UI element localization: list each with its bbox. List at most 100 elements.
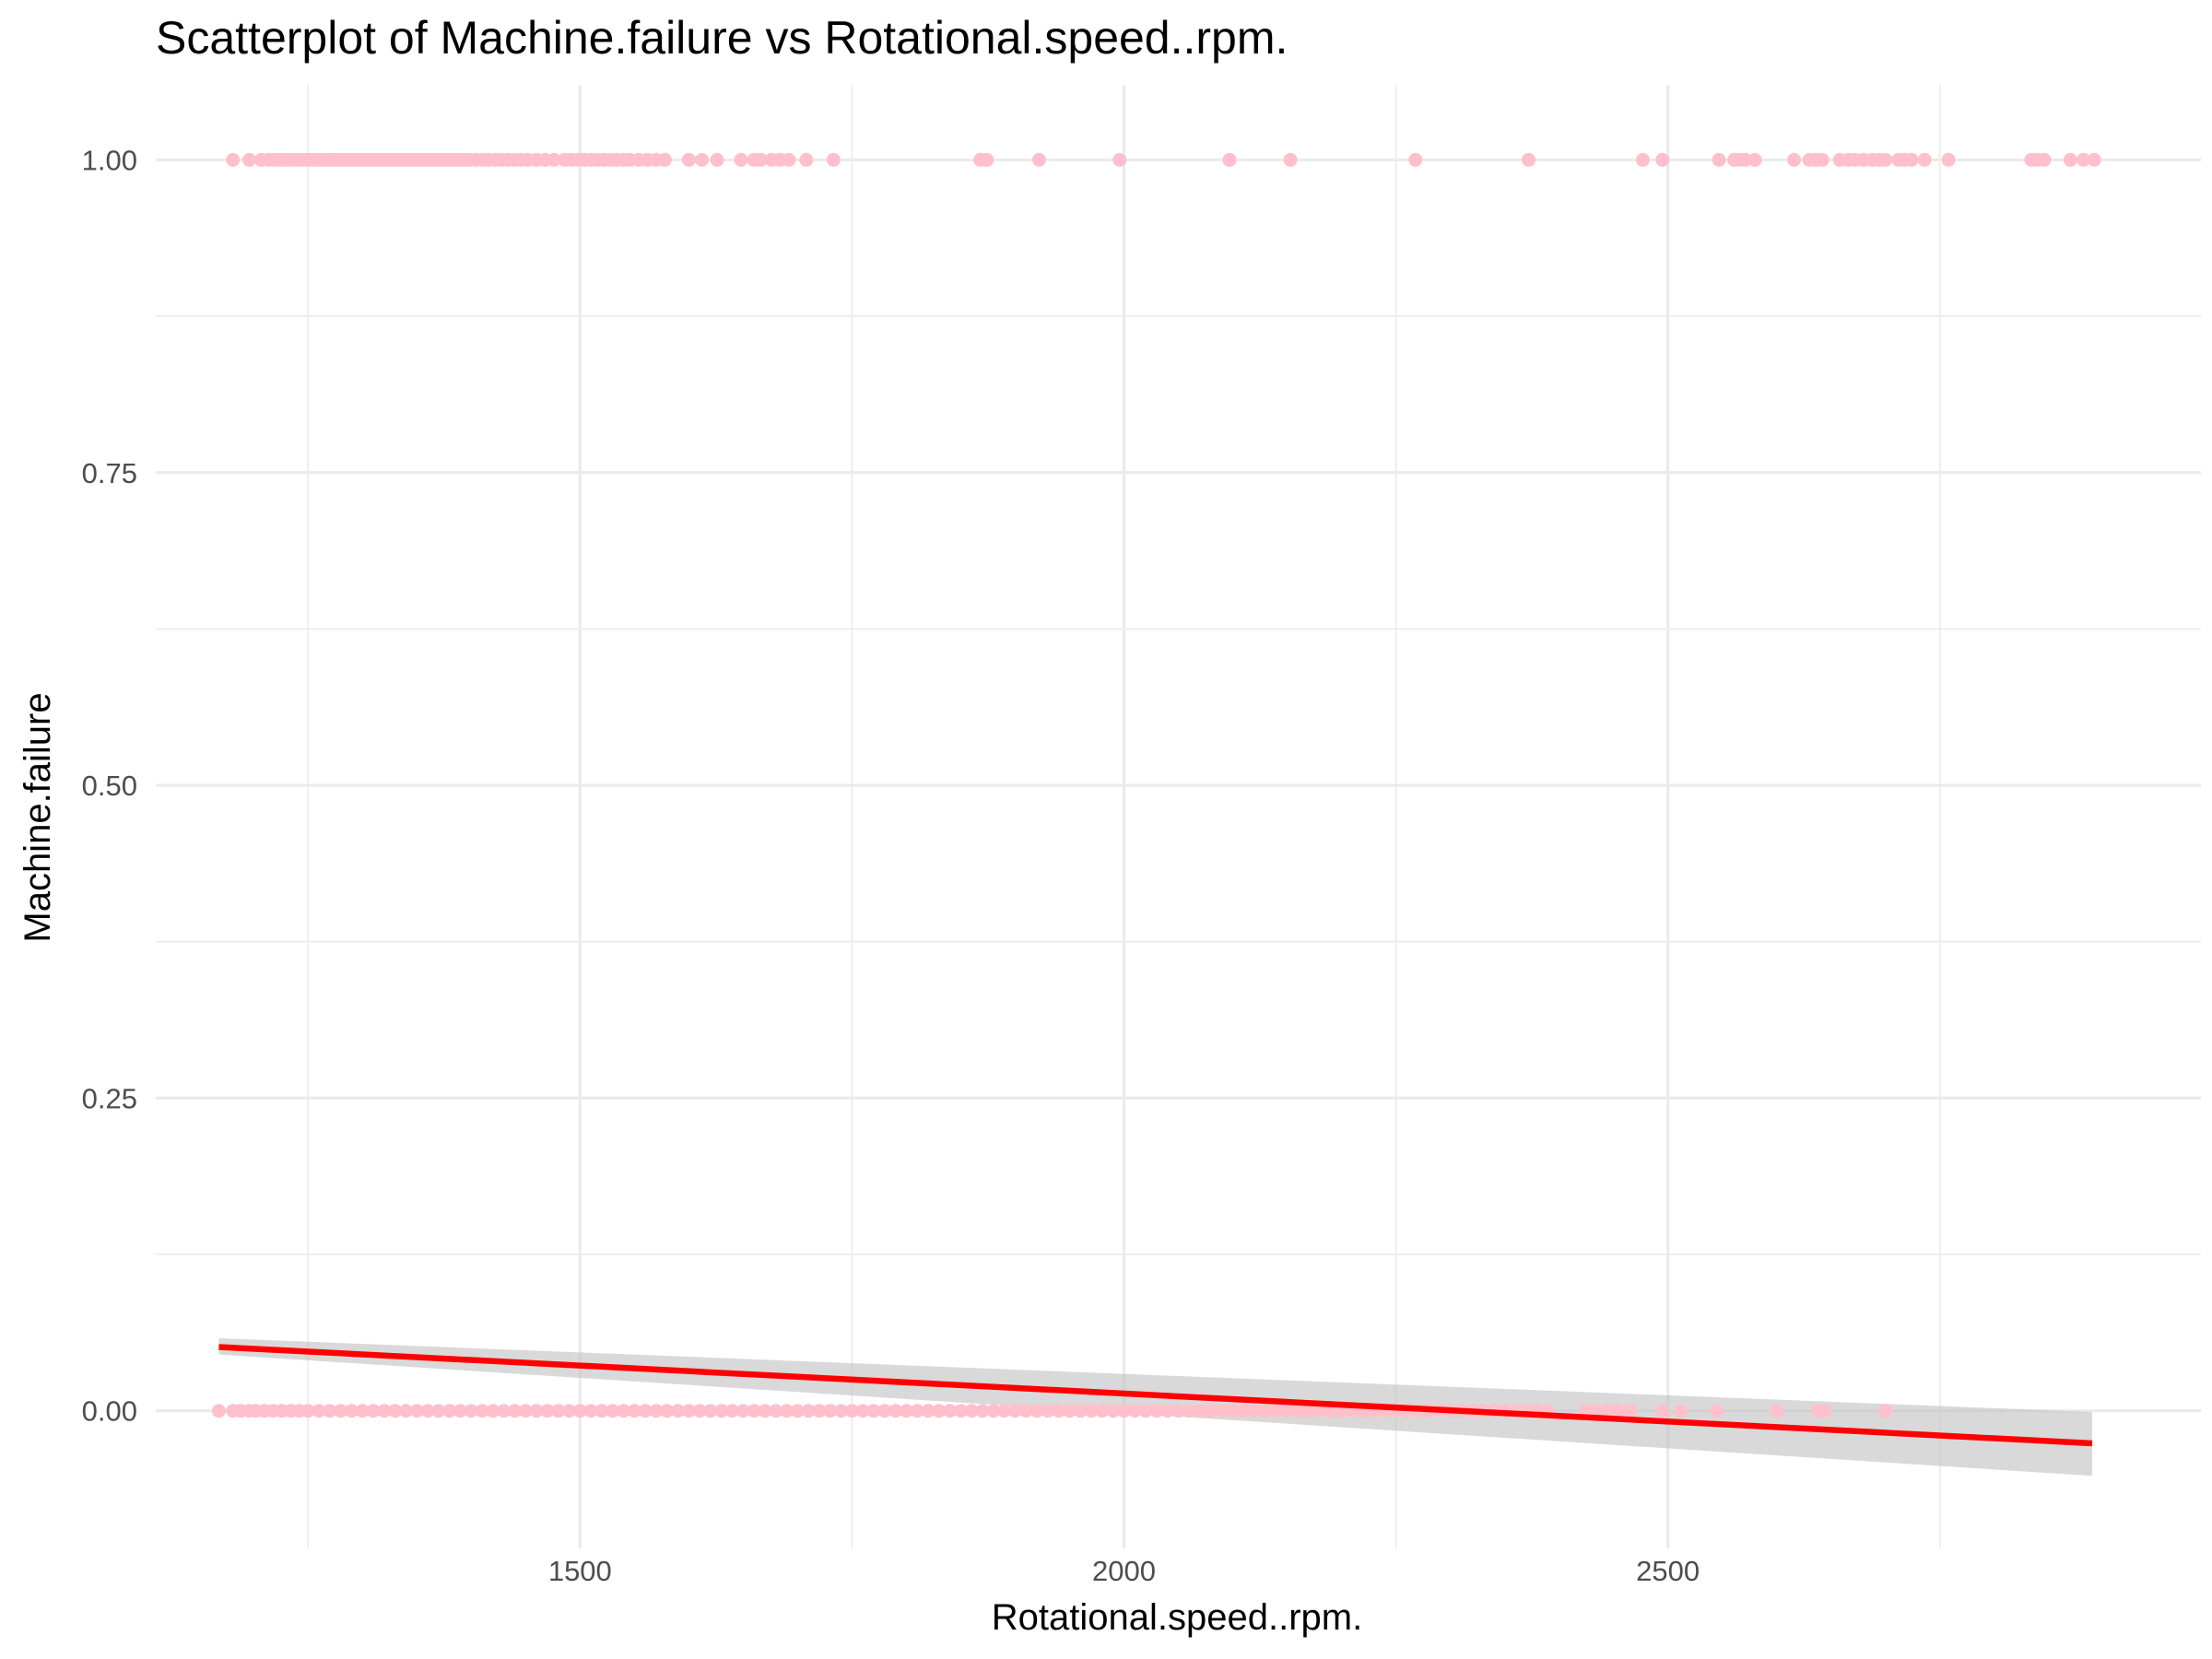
data-point (834, 1404, 849, 1418)
fit-line (218, 1344, 2093, 1447)
data-point (747, 1404, 761, 1418)
data-point (1127, 1404, 1142, 1418)
data-point (464, 1404, 478, 1418)
data-point (1171, 1404, 1185, 1418)
data-point (1312, 1404, 1327, 1418)
data-point (323, 1404, 337, 1418)
data-point (1283, 152, 1298, 167)
data-point (1084, 1404, 1099, 1418)
data-point (2087, 152, 2101, 167)
data-point (529, 1404, 544, 1418)
data-point (1601, 1404, 1616, 1418)
data-point (226, 152, 241, 167)
data-point (1787, 152, 1802, 167)
data-point (888, 1404, 903, 1418)
data-point (638, 1404, 653, 1418)
data-point (1747, 152, 1762, 167)
y-tick-label: 0.75 (82, 457, 137, 489)
data-point (211, 1404, 226, 1418)
data-point (1062, 1404, 1077, 1418)
data-point (1737, 152, 1752, 167)
data-point (735, 1404, 750, 1418)
data-point (2077, 152, 2091, 167)
data-point (734, 152, 748, 167)
data-point (1878, 1404, 1893, 1418)
data-point (801, 1404, 816, 1418)
data-point (1226, 1404, 1241, 1418)
data-point (753, 152, 768, 167)
data-point (975, 1404, 990, 1418)
data-point (782, 152, 796, 167)
y-tick-label: 0.50 (82, 770, 137, 802)
data-point (572, 1404, 587, 1418)
data-point (710, 152, 724, 167)
data-point (1655, 152, 1670, 167)
data-point (398, 1404, 413, 1418)
major-grid (156, 85, 2201, 1548)
data-point (1635, 152, 1650, 167)
data-point (769, 1404, 783, 1418)
data-point (1590, 1404, 1605, 1418)
data-point (1878, 152, 1893, 167)
data-point (1815, 152, 1830, 167)
data-point (1106, 1404, 1121, 1418)
data-point (334, 1404, 348, 1418)
data-point (758, 1404, 772, 1418)
data-point (1770, 1404, 1784, 1418)
data-point (1030, 1404, 1044, 1418)
data-point (997, 1404, 1012, 1418)
fit-line-layer (218, 1344, 2093, 1447)
data-point (1215, 1404, 1230, 1418)
data-point (300, 1404, 315, 1418)
data-point (551, 1404, 566, 1418)
data-point (660, 1404, 675, 1418)
data-point (518, 1404, 533, 1418)
data-point (1247, 1404, 1262, 1418)
data-point (1052, 1404, 1066, 1418)
data-point (2037, 152, 2052, 167)
data-point (877, 1404, 892, 1418)
data-point (681, 152, 696, 167)
data-point (442, 1404, 457, 1418)
data-point (1674, 1404, 1688, 1418)
data-point (453, 1404, 467, 1418)
data-point (1622, 1404, 1637, 1418)
data-point (1941, 152, 1956, 167)
data-point (1301, 1404, 1316, 1418)
data-point (475, 1404, 489, 1418)
data-point (627, 1404, 641, 1418)
data-point (1904, 152, 1919, 167)
y-tick-label: 1.00 (82, 144, 137, 176)
data-point (420, 1404, 435, 1418)
data-point (1138, 1404, 1153, 1418)
data-point (486, 1404, 500, 1418)
data-point (703, 1404, 718, 1418)
data-point (681, 1404, 696, 1418)
data-point (1655, 1404, 1670, 1418)
data-point (1712, 152, 1726, 167)
data-point (1149, 1404, 1164, 1418)
data-point (540, 1404, 555, 1418)
data-point (1204, 1404, 1218, 1418)
data-point (1522, 152, 1536, 167)
data-point (583, 1404, 598, 1418)
data-point (1710, 1404, 1724, 1418)
data-point (1073, 1404, 1088, 1418)
data-point (431, 1404, 446, 1418)
data-point (355, 1404, 370, 1418)
data-point (377, 1404, 392, 1418)
data-point (508, 1404, 523, 1418)
data-point (366, 1404, 381, 1418)
data-point (1116, 1404, 1131, 1418)
data-point (790, 1404, 805, 1418)
data-point (943, 1404, 958, 1418)
data-point (866, 1404, 881, 1418)
data-point (1290, 1404, 1305, 1418)
data-point (823, 1404, 838, 1418)
data-point (695, 152, 710, 167)
minor-grid (156, 85, 2201, 1548)
data-point (388, 1404, 403, 1418)
data-point (1917, 152, 1932, 167)
x-tick-label: 2000 (1092, 1555, 1156, 1587)
